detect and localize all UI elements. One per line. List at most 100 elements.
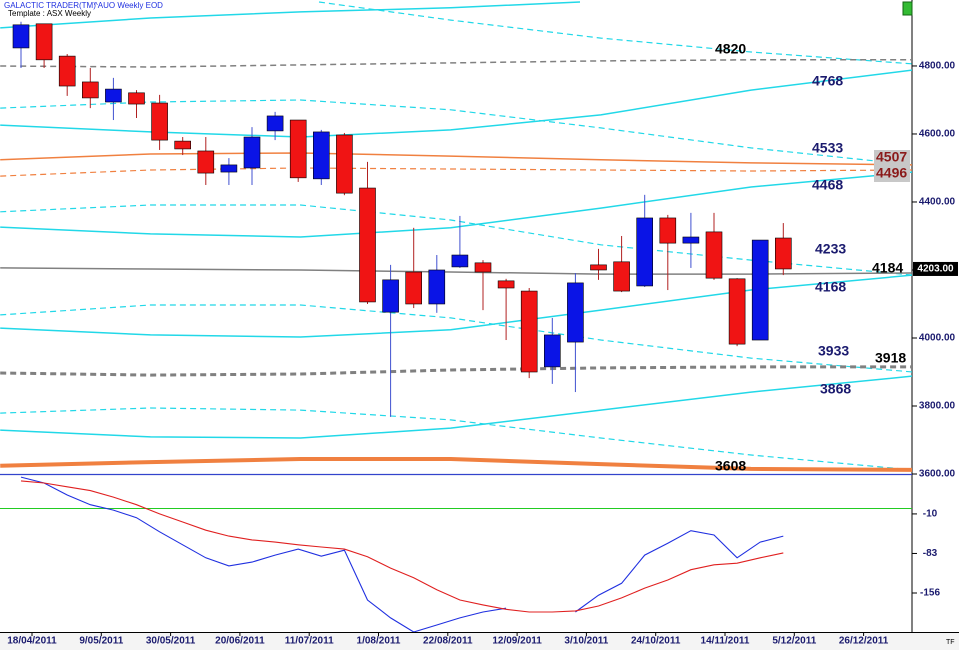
x-tick-label: 12/09/2011 bbox=[492, 636, 542, 647]
last-price-box bbox=[913, 261, 958, 276]
candle-body bbox=[705, 231, 723, 279]
y-tick-label: 4400.00 bbox=[919, 197, 956, 208]
candle-body bbox=[151, 102, 168, 141]
candle-body bbox=[105, 88, 122, 103]
candle-body bbox=[682, 236, 700, 244]
level-curve bbox=[0, 457, 912, 472]
x-tick-label: 14/11/2011 bbox=[701, 636, 750, 647]
candle-body bbox=[359, 187, 376, 303]
x-tick-label: 30/05/2011 bbox=[146, 636, 196, 647]
candle-body bbox=[751, 239, 769, 341]
chart-subtitle: ^AUO Weekly EOD bbox=[94, 1, 163, 10]
y-tick-label: 3800.00 bbox=[919, 401, 956, 412]
template-label: Template : ASX Weekly bbox=[8, 9, 91, 18]
candle-body bbox=[728, 278, 746, 345]
x-tick-label: 22/08/2011 bbox=[423, 636, 473, 647]
level-label: 3608 bbox=[715, 458, 746, 474]
candle-body bbox=[12, 24, 30, 49]
level-curve bbox=[318, 1, 912, 65]
level-curve bbox=[0, 407, 912, 471]
x-tick-label: 1/08/2011 bbox=[357, 636, 401, 647]
level-label: 3868 bbox=[820, 381, 851, 397]
level-label-box bbox=[874, 150, 910, 166]
price-panel bbox=[0, 1, 912, 472]
level-curve bbox=[0, 365, 912, 377]
candle-body bbox=[428, 269, 446, 305]
candle-body bbox=[197, 150, 215, 174]
candle-body bbox=[636, 217, 654, 287]
level-label-box bbox=[874, 166, 910, 182]
level-label: 4168 bbox=[815, 279, 846, 295]
level-curve bbox=[0, 1, 581, 29]
candle-body bbox=[474, 262, 492, 273]
level-label: 4496 bbox=[876, 165, 907, 181]
level-curve bbox=[0, 267, 912, 275]
level-curve bbox=[0, 304, 912, 373]
x-tick-label: 3/10/2011 bbox=[564, 636, 608, 647]
x-tick-label: 20/06/2011 bbox=[215, 636, 265, 647]
level-label: 4468 bbox=[812, 177, 843, 193]
axes: 3600.003800.004000.004200.004400.004600.… bbox=[7, 41, 958, 647]
y-tick-label: 3600.00 bbox=[919, 469, 956, 480]
candle-body bbox=[174, 140, 191, 150]
corner-label[interactable]: TF bbox=[946, 639, 955, 646]
candle-body bbox=[289, 119, 307, 179]
candle-body bbox=[497, 280, 515, 289]
x-tick-label: 9/05/2011 bbox=[79, 636, 123, 647]
candle-body bbox=[520, 290, 538, 373]
level-label: 3933 bbox=[818, 343, 849, 359]
level-curve bbox=[0, 59, 912, 68]
x-tick-label: 5/12/2011 bbox=[772, 636, 816, 647]
level-curve bbox=[0, 171, 912, 238]
level-label: 4233 bbox=[815, 241, 846, 257]
level-label: 4768 bbox=[812, 73, 843, 89]
level-curve bbox=[0, 375, 912, 439]
candle-body bbox=[336, 134, 353, 194]
candle-body bbox=[382, 279, 399, 313]
level-curve bbox=[0, 167, 912, 177]
candle-body bbox=[567, 282, 584, 343]
candle-body bbox=[243, 136, 261, 169]
level-curve bbox=[0, 69, 912, 138]
oscillator-panel bbox=[0, 476, 912, 632]
candle-body bbox=[82, 81, 99, 99]
candle-body bbox=[266, 115, 284, 132]
panel-icon[interactable] bbox=[902, 1, 913, 16]
y-tick-label: -156 bbox=[920, 588, 940, 599]
candle-body bbox=[405, 271, 423, 305]
level-curve bbox=[0, 152, 912, 166]
candle-body bbox=[543, 334, 561, 368]
candle-body bbox=[312, 131, 330, 180]
date-strip bbox=[0, 632, 959, 650]
level-curve bbox=[0, 99, 912, 166]
level-curve bbox=[0, 274, 912, 338]
level-curve bbox=[0, 204, 912, 276]
y-tick-label: -83 bbox=[923, 548, 938, 559]
y-tick-label: 4800.00 bbox=[919, 61, 956, 72]
level-label: 4184 bbox=[872, 260, 903, 276]
oscillator-line bbox=[20, 480, 784, 613]
candle-body bbox=[590, 264, 607, 271]
candle-body bbox=[659, 217, 677, 244]
level-label: 3918 bbox=[875, 350, 906, 366]
candle-body bbox=[613, 261, 630, 292]
y-tick-label: -10 bbox=[923, 509, 938, 520]
chart-title: GALACTIC TRADER(TM) bbox=[4, 1, 96, 10]
candle-body bbox=[128, 92, 145, 105]
oscillator-line bbox=[20, 476, 507, 632]
level-label: 4820 bbox=[715, 41, 746, 57]
oscillator-line bbox=[575, 530, 784, 613]
candle-body bbox=[451, 254, 469, 268]
x-tick-label: 18/04/2011 bbox=[7, 636, 57, 647]
last-price-label: 4203.00 bbox=[917, 264, 954, 275]
y-tick-label: 4000.00 bbox=[919, 333, 956, 344]
y-tick-label: 4600.00 bbox=[919, 129, 956, 140]
level-label: 4533 bbox=[812, 140, 843, 156]
x-tick-label: 26/12/2011 bbox=[839, 636, 889, 647]
candle-body bbox=[58, 55, 76, 87]
level-label: 4507 bbox=[876, 149, 907, 165]
candle-body bbox=[774, 237, 792, 270]
candle-body bbox=[35, 23, 53, 61]
candle-body bbox=[220, 164, 238, 173]
